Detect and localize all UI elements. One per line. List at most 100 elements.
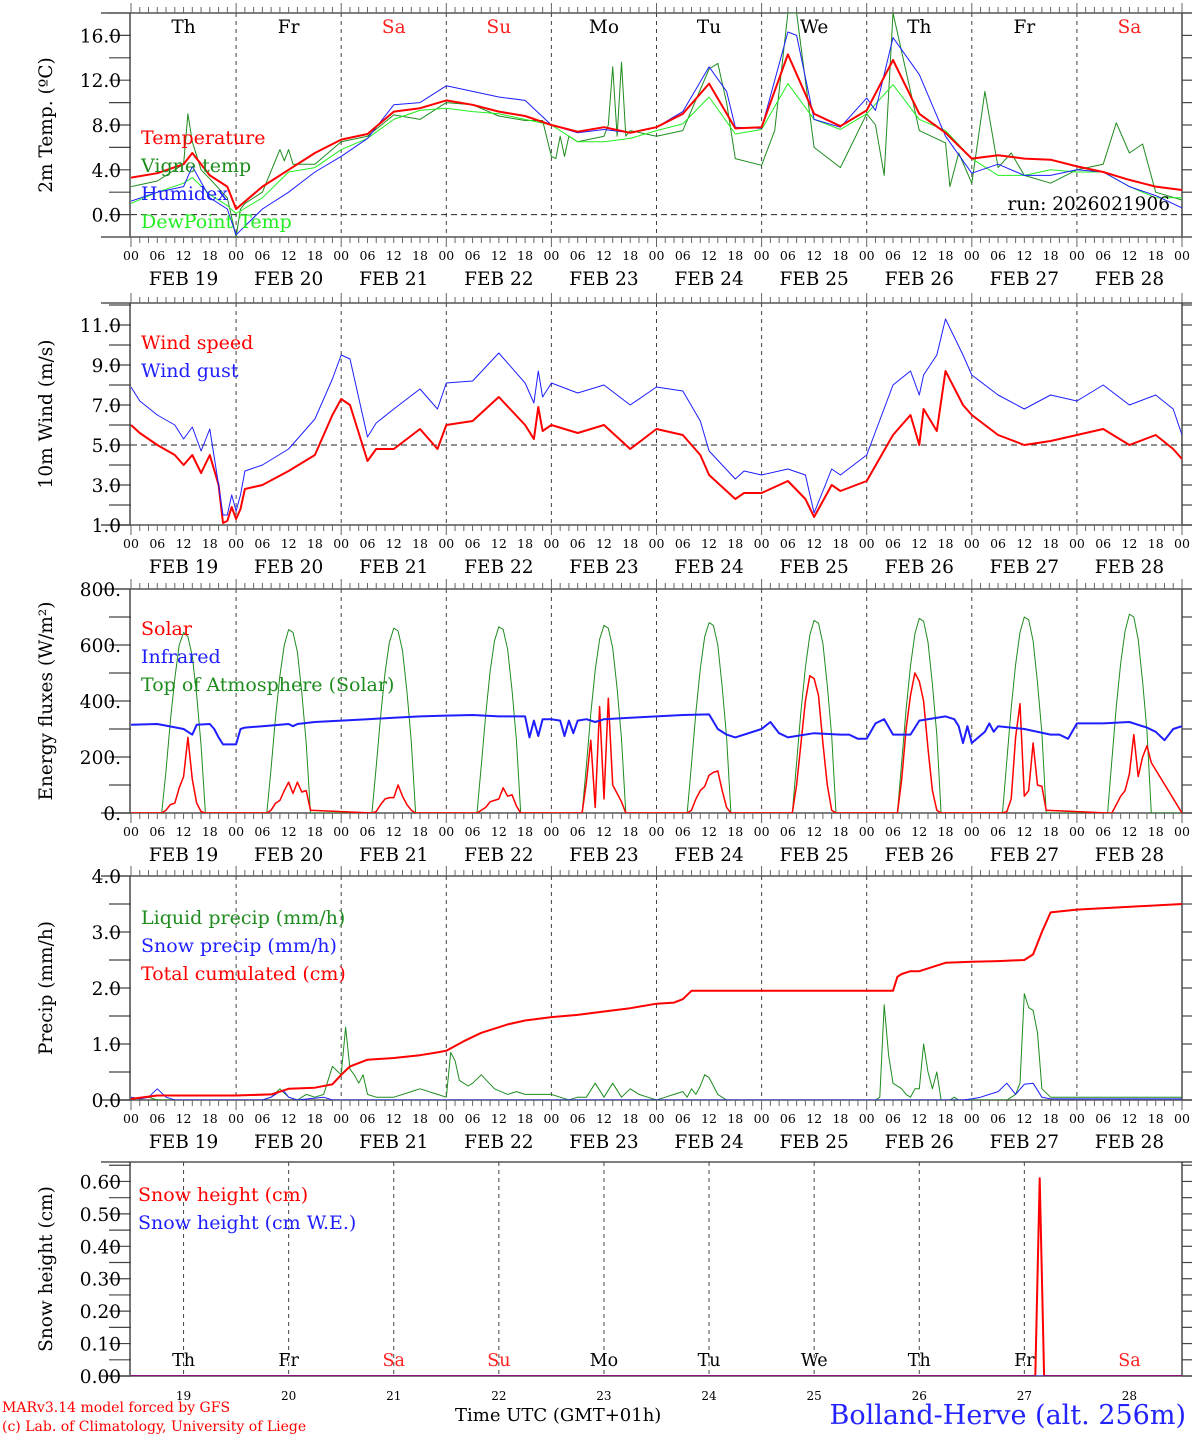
legend-entry: Total cumulated (cm) — [141, 963, 346, 985]
x-hour-label: 12 — [1121, 824, 1137, 839]
x-date-label: FEB 21 — [359, 269, 428, 290]
x-hour-label: 18 — [202, 1111, 218, 1126]
x-hour-label: 06 — [465, 248, 481, 263]
x-date-label: FEB 25 — [779, 845, 848, 866]
x-date-label: FEB 24 — [674, 845, 743, 866]
day-abbr-label: Th — [171, 17, 195, 38]
lab-credit: (c) Lab. of Climatology, University of L… — [2, 1419, 307, 1435]
y-tick-label: 8.0 — [92, 116, 121, 137]
x-date-label: FEB 20 — [254, 1132, 323, 1153]
x-date-label: FEB 20 — [254, 269, 323, 290]
y-tick-label: 4.0 — [92, 161, 121, 182]
series-line-temperature — [131, 53, 1182, 210]
x-hour-label: 06 — [1095, 824, 1111, 839]
x-date-label: FEB 28 — [1095, 1132, 1164, 1153]
x-hour-label: 12 — [491, 1111, 507, 1126]
x-hour-label: 18 — [622, 824, 638, 839]
x-date-label: FEB 21 — [359, 557, 428, 578]
day-abbr-label: Fr — [1014, 1351, 1035, 1371]
x-hour-label: 06 — [885, 536, 901, 551]
y-tick-label: 400. — [80, 692, 121, 713]
x-day-number: 24 — [701, 1389, 717, 1403]
x-hour-label: 18 — [412, 536, 428, 551]
x-day-number: 19 — [176, 1389, 191, 1403]
x-hour-label: 18 — [832, 1111, 848, 1126]
x-day-number: 25 — [807, 1389, 822, 1403]
x-hour-label: 18 — [1148, 1111, 1164, 1126]
x-hour-label: 06 — [675, 824, 691, 839]
legend-entry: Humidex — [141, 183, 228, 205]
x-hour-label: 12 — [596, 248, 612, 263]
day-abbr-label: Tu — [698, 1351, 721, 1371]
legend-entry: Liquid precip (mm/h) — [141, 907, 345, 929]
x-date-label: FEB 21 — [359, 1132, 428, 1153]
x-hour-label: 18 — [727, 248, 743, 263]
x-hour-label: 00 — [964, 1111, 980, 1126]
x-hour-label: 00 — [649, 1111, 665, 1126]
x-hour-label: 06 — [360, 1111, 376, 1126]
series-line-infrared — [131, 713, 1182, 746]
legend-entry: Temperature — [141, 127, 265, 149]
y-tick-label: 3.0 — [92, 476, 121, 497]
x-hour-label: 12 — [806, 824, 822, 839]
panel-precip: 00 06 12 18 FEB 19 00 06 12 18 FEB 20 00 06 12 18 FEB … — [36, 866, 1192, 1153]
x-date-label: FEB 28 — [1095, 845, 1164, 866]
x-date-label: FEB 23 — [569, 845, 638, 866]
x-date-label: FEB 24 — [674, 557, 743, 578]
x-date-label: FEB 22 — [464, 557, 533, 578]
y-tick-label: 3.0 — [92, 923, 121, 944]
x-hour-label: 18 — [1148, 536, 1164, 551]
series-line-solar — [131, 672, 1182, 813]
x-hour-label: 06 — [570, 1111, 586, 1126]
x-hour-label: 00 — [438, 1111, 454, 1126]
x-hour-label: 00 — [1069, 536, 1085, 551]
x-hour-label: 12 — [281, 536, 297, 551]
y-tick-label: 0.20 — [80, 1302, 121, 1323]
x-hour-label: 06 — [465, 1111, 481, 1126]
x-hour-label: 06 — [149, 1111, 165, 1126]
x-hour-label: 00 — [1174, 824, 1190, 839]
time-axis-label: Time UTC (GMT+01h) — [455, 1405, 662, 1426]
legend-entry: Wind speed — [141, 332, 253, 354]
x-hour-label: 00 — [438, 248, 454, 263]
x-hour-label: 06 — [254, 1111, 270, 1126]
x-hour-label: 06 — [990, 536, 1006, 551]
x-hour-label: 00 — [123, 1111, 139, 1126]
x-date-label: FEB 20 — [254, 557, 323, 578]
y-axis-title: 2m Temp. (ºC) — [36, 57, 57, 192]
x-date-label: FEB 28 — [1095, 269, 1164, 290]
x-date-label: FEB 24 — [674, 269, 743, 290]
x-date-label: FEB 27 — [990, 1132, 1059, 1153]
x-day-number: 27 — [1017, 1389, 1032, 1403]
x-hour-label: 18 — [622, 1111, 638, 1126]
x-hour-label: 00 — [228, 536, 244, 551]
x-hour-label: 00 — [754, 536, 770, 551]
x-hour-label: 12 — [596, 824, 612, 839]
x-hour-label: 12 — [176, 248, 192, 263]
x-hour-label: 18 — [622, 248, 638, 263]
x-hour-label: 06 — [254, 536, 270, 551]
day-abbr-label: Mo — [590, 1351, 618, 1371]
day-abbr-label: Th — [907, 17, 931, 38]
x-hour-label: 00 — [333, 824, 349, 839]
x-hour-label: 00 — [123, 824, 139, 839]
day-abbr-label: Th — [172, 1351, 195, 1371]
x-hour-label: 00 — [859, 824, 875, 839]
legend-entry: Snow height (cm W.E.) — [138, 1212, 356, 1234]
y-tick-label: 16.0 — [80, 26, 121, 47]
x-date-label: FEB 25 — [779, 557, 848, 578]
x-hour-label: 06 — [885, 824, 901, 839]
x-hour-label: 06 — [465, 824, 481, 839]
legend-entry: Infrared — [141, 646, 221, 668]
x-date-label: FEB 22 — [464, 1132, 533, 1153]
x-hour-label: 12 — [1016, 824, 1032, 839]
x-hour-label: 12 — [1016, 248, 1032, 263]
series-line-total-cumulated-cm — [131, 903, 1182, 1100]
x-hour-label: 18 — [1043, 824, 1059, 839]
x-hour-label: 12 — [806, 536, 822, 551]
legend-entry: DewPoint Temp — [141, 211, 292, 233]
x-hour-label: 00 — [754, 248, 770, 263]
day-abbr-label: Sa — [1118, 1351, 1140, 1371]
x-hour-label: 06 — [780, 1111, 796, 1126]
